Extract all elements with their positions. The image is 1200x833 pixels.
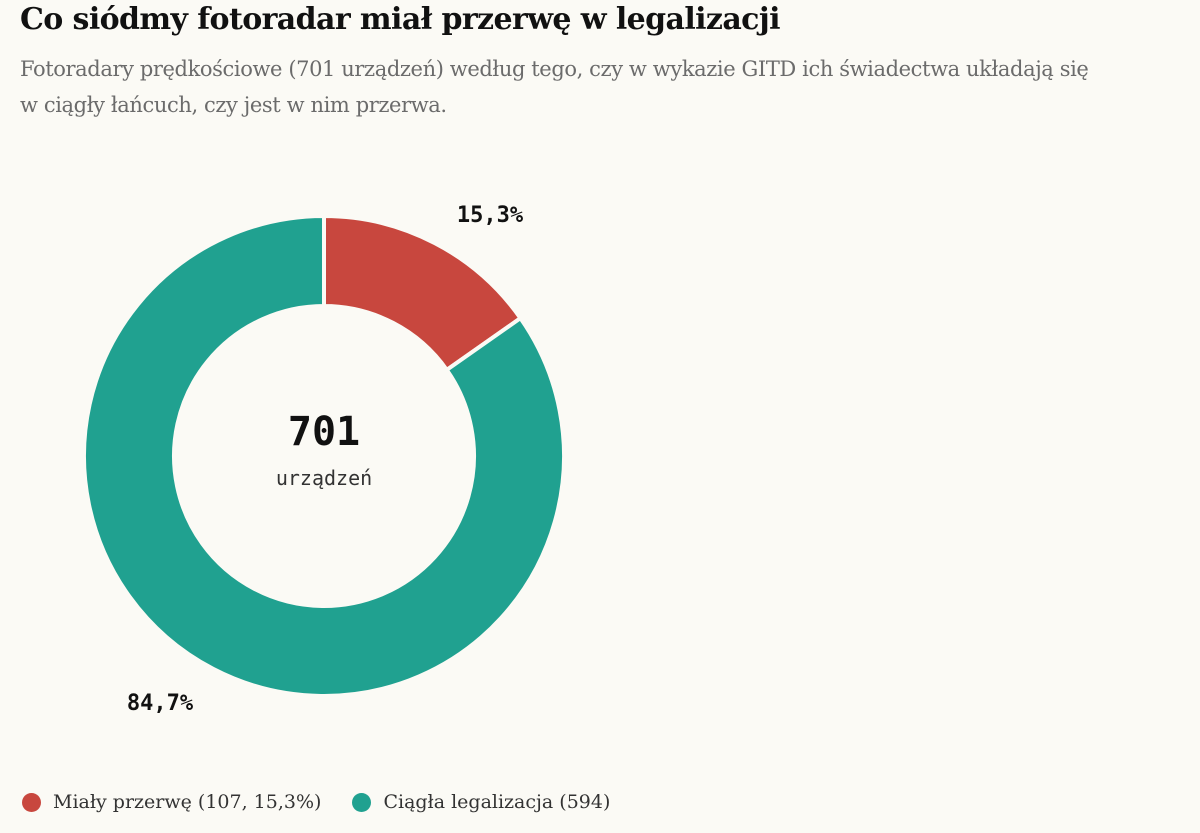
donut-chart: 15,3% 84,7% 701 urządzeń — [82, 203, 566, 716]
center-total-value: 701 — [288, 409, 360, 455]
legend-swatch-break — [22, 792, 41, 812]
percent-labels: 15,3% 84,7% — [127, 203, 524, 716]
chart-title: Co siódmy fotoradar miał przerwę w legal… — [20, 2, 781, 37]
donut-slice-continuous — [82, 213, 566, 698]
legend-item-break: Miały przerwę (107, 15,3%) — [22, 791, 321, 813]
legend-swatch-continuous — [352, 792, 372, 812]
legend-item-continuous: Ciągła legalizacja (594) — [352, 791, 610, 813]
chart-subtitle: Fotoradary prędkościowe (701 urządzeń) w… — [20, 57, 1089, 117]
donut-slices — [82, 213, 566, 698]
percent-label-break: 15,3% — [457, 203, 524, 228]
legend-label-break: Miały przerwę (107, 15,3%) — [53, 791, 322, 813]
legend: Miały przerwę (107, 15,3%) Ciągła legali… — [22, 791, 641, 813]
legend-label-continuous: Ciągła legalizacja (594) — [383, 791, 611, 813]
center-total-unit: urządzeń — [276, 466, 372, 490]
percent-label-continuous: 84,7% — [127, 691, 194, 716]
